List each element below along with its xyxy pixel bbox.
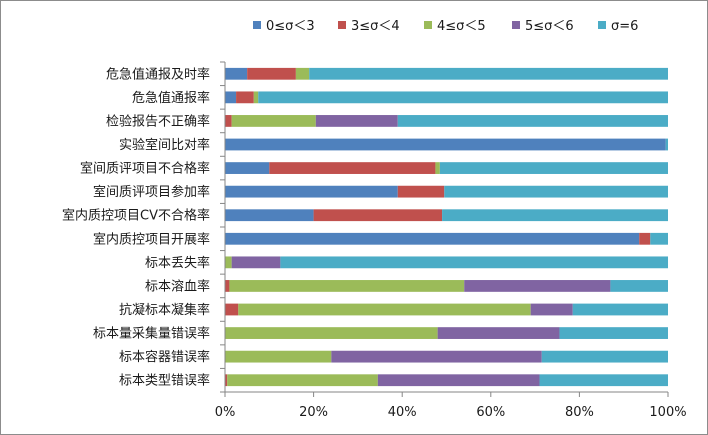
bar-segment-2-row-5 <box>269 162 436 174</box>
x-tick-label: 0% <box>215 405 236 420</box>
bar-segment-3-row-1 <box>295 67 310 80</box>
bar-segment-4-row-9 <box>231 256 281 269</box>
category-label: 危急值通报及时率 <box>106 66 210 82</box>
bar-segment-5-row-2 <box>258 91 668 104</box>
bar-segment-4-row-10 <box>464 280 611 292</box>
bar-segment-5-row-5 <box>439 162 668 174</box>
legend-label-4: 5≤σ＜6 <box>525 19 574 34</box>
bar-segment-3-row-10 <box>229 280 465 292</box>
bar-segment-4-row-11 <box>530 303 573 316</box>
bar-segment-4-row-12 <box>437 327 560 339</box>
bar-segment-1-row-8 <box>225 232 640 245</box>
legend: 0≤σ＜3 3≤σ＜4 4≤σ＜5 5≤σ＜6 σ=6 <box>253 19 638 34</box>
axes-group: 危急值通报及时率危急值通报率检验报告不正确率实验室间比对率室间质评项目不合格率室… <box>62 61 687 420</box>
category-label: 实验室间比对率 <box>119 137 210 153</box>
bar-segment-3-row-13 <box>225 350 332 363</box>
legend-swatch-1 <box>253 21 261 29</box>
x-tick-label: 80% <box>565 405 594 420</box>
bar-segment-1-row-5 <box>225 162 270 174</box>
bar-segment-2-row-6 <box>397 185 445 198</box>
x-tick-label: 100% <box>649 405 686 420</box>
bar-segment-3-row-9 <box>225 256 232 269</box>
bar-segment-5-row-9 <box>280 256 669 269</box>
legend-label-3: 4≤σ＜5 <box>437 19 486 34</box>
bar-segment-3-row-11 <box>238 303 531 316</box>
legend-swatch-2 <box>338 21 346 29</box>
bar-segment-2-row-10 <box>225 280 230 292</box>
bar-segment-2-row-2 <box>236 91 254 104</box>
legend-swatch-3 <box>424 21 432 29</box>
legend-label-2: 3≤σ＜4 <box>351 19 400 34</box>
bar-segment-1-row-2 <box>225 91 237 104</box>
legend-label-5: σ=6 <box>611 19 638 34</box>
category-label: 标本类型错误率 <box>119 373 210 389</box>
bar-segment-5-row-8 <box>650 232 668 245</box>
bars-group <box>225 67 669 387</box>
legend-swatch-4 <box>512 21 520 29</box>
bar-segment-4-row-13 <box>331 350 542 363</box>
bar-segment-3-row-2 <box>253 91 259 104</box>
category-label: 室间质评项目参加率 <box>93 184 210 200</box>
bar-segment-5-row-13 <box>541 350 668 363</box>
x-tick-label: 40% <box>388 405 417 420</box>
bar-segment-3-row-14 <box>227 374 378 387</box>
legend-swatch-5 <box>598 21 606 29</box>
bar-segment-5-row-11 <box>572 303 668 316</box>
bar-segment-3-row-12 <box>225 327 438 339</box>
category-label: 危急值通报率 <box>132 90 210 106</box>
category-label: 标本量采集量错误率 <box>93 326 210 342</box>
bar-segment-2-row-11 <box>225 303 239 316</box>
bar-segment-1-row-6 <box>225 185 398 198</box>
bar-segment-3-row-3 <box>231 115 316 127</box>
bar-segment-3-row-5 <box>435 162 440 174</box>
bar-segment-1-row-7 <box>225 209 314 222</box>
category-label: 标本容器错误率 <box>119 349 210 365</box>
category-label: 室间质评项目不合格率 <box>80 161 210 177</box>
bar-segment-5-row-3 <box>397 115 668 127</box>
bar-segment-2-row-14 <box>225 374 228 387</box>
bar-segment-5-row-12 <box>559 327 668 339</box>
category-label: 室内质控项目开展率 <box>93 231 210 247</box>
bar-segment-5-row-7 <box>442 209 668 222</box>
category-label: 室内质控项目CV不合格率 <box>62 208 210 224</box>
bar-segment-5-row-14 <box>539 374 668 387</box>
bar-segment-5-row-10 <box>610 280 668 292</box>
bar-segment-4-row-3 <box>315 115 398 127</box>
bar-segment-2-row-3 <box>225 115 232 127</box>
category-label: 抗凝标本凝集率 <box>119 302 210 318</box>
bar-segment-1-row-1 <box>225 67 248 80</box>
bar-segment-4-row-14 <box>377 374 540 387</box>
bar-segment-5-row-1 <box>309 67 668 80</box>
bar-segment-5-row-4 <box>665 138 668 151</box>
category-label: 标本溶血率 <box>145 278 210 294</box>
bar-segment-2-row-1 <box>247 67 296 80</box>
category-label: 检验报告不正确率 <box>106 113 210 129</box>
legend-label-1: 0≤σ＜3 <box>266 19 315 34</box>
x-tick-label: 60% <box>476 405 505 420</box>
category-label: 标本丢失率 <box>145 255 210 271</box>
bar-segment-2-row-7 <box>313 209 443 222</box>
bar-segment-5-row-6 <box>444 185 668 198</box>
bar-segment-1-row-4 <box>225 138 666 151</box>
x-tick-label: 20% <box>299 405 328 420</box>
bar-segment-2-row-8 <box>639 232 651 245</box>
